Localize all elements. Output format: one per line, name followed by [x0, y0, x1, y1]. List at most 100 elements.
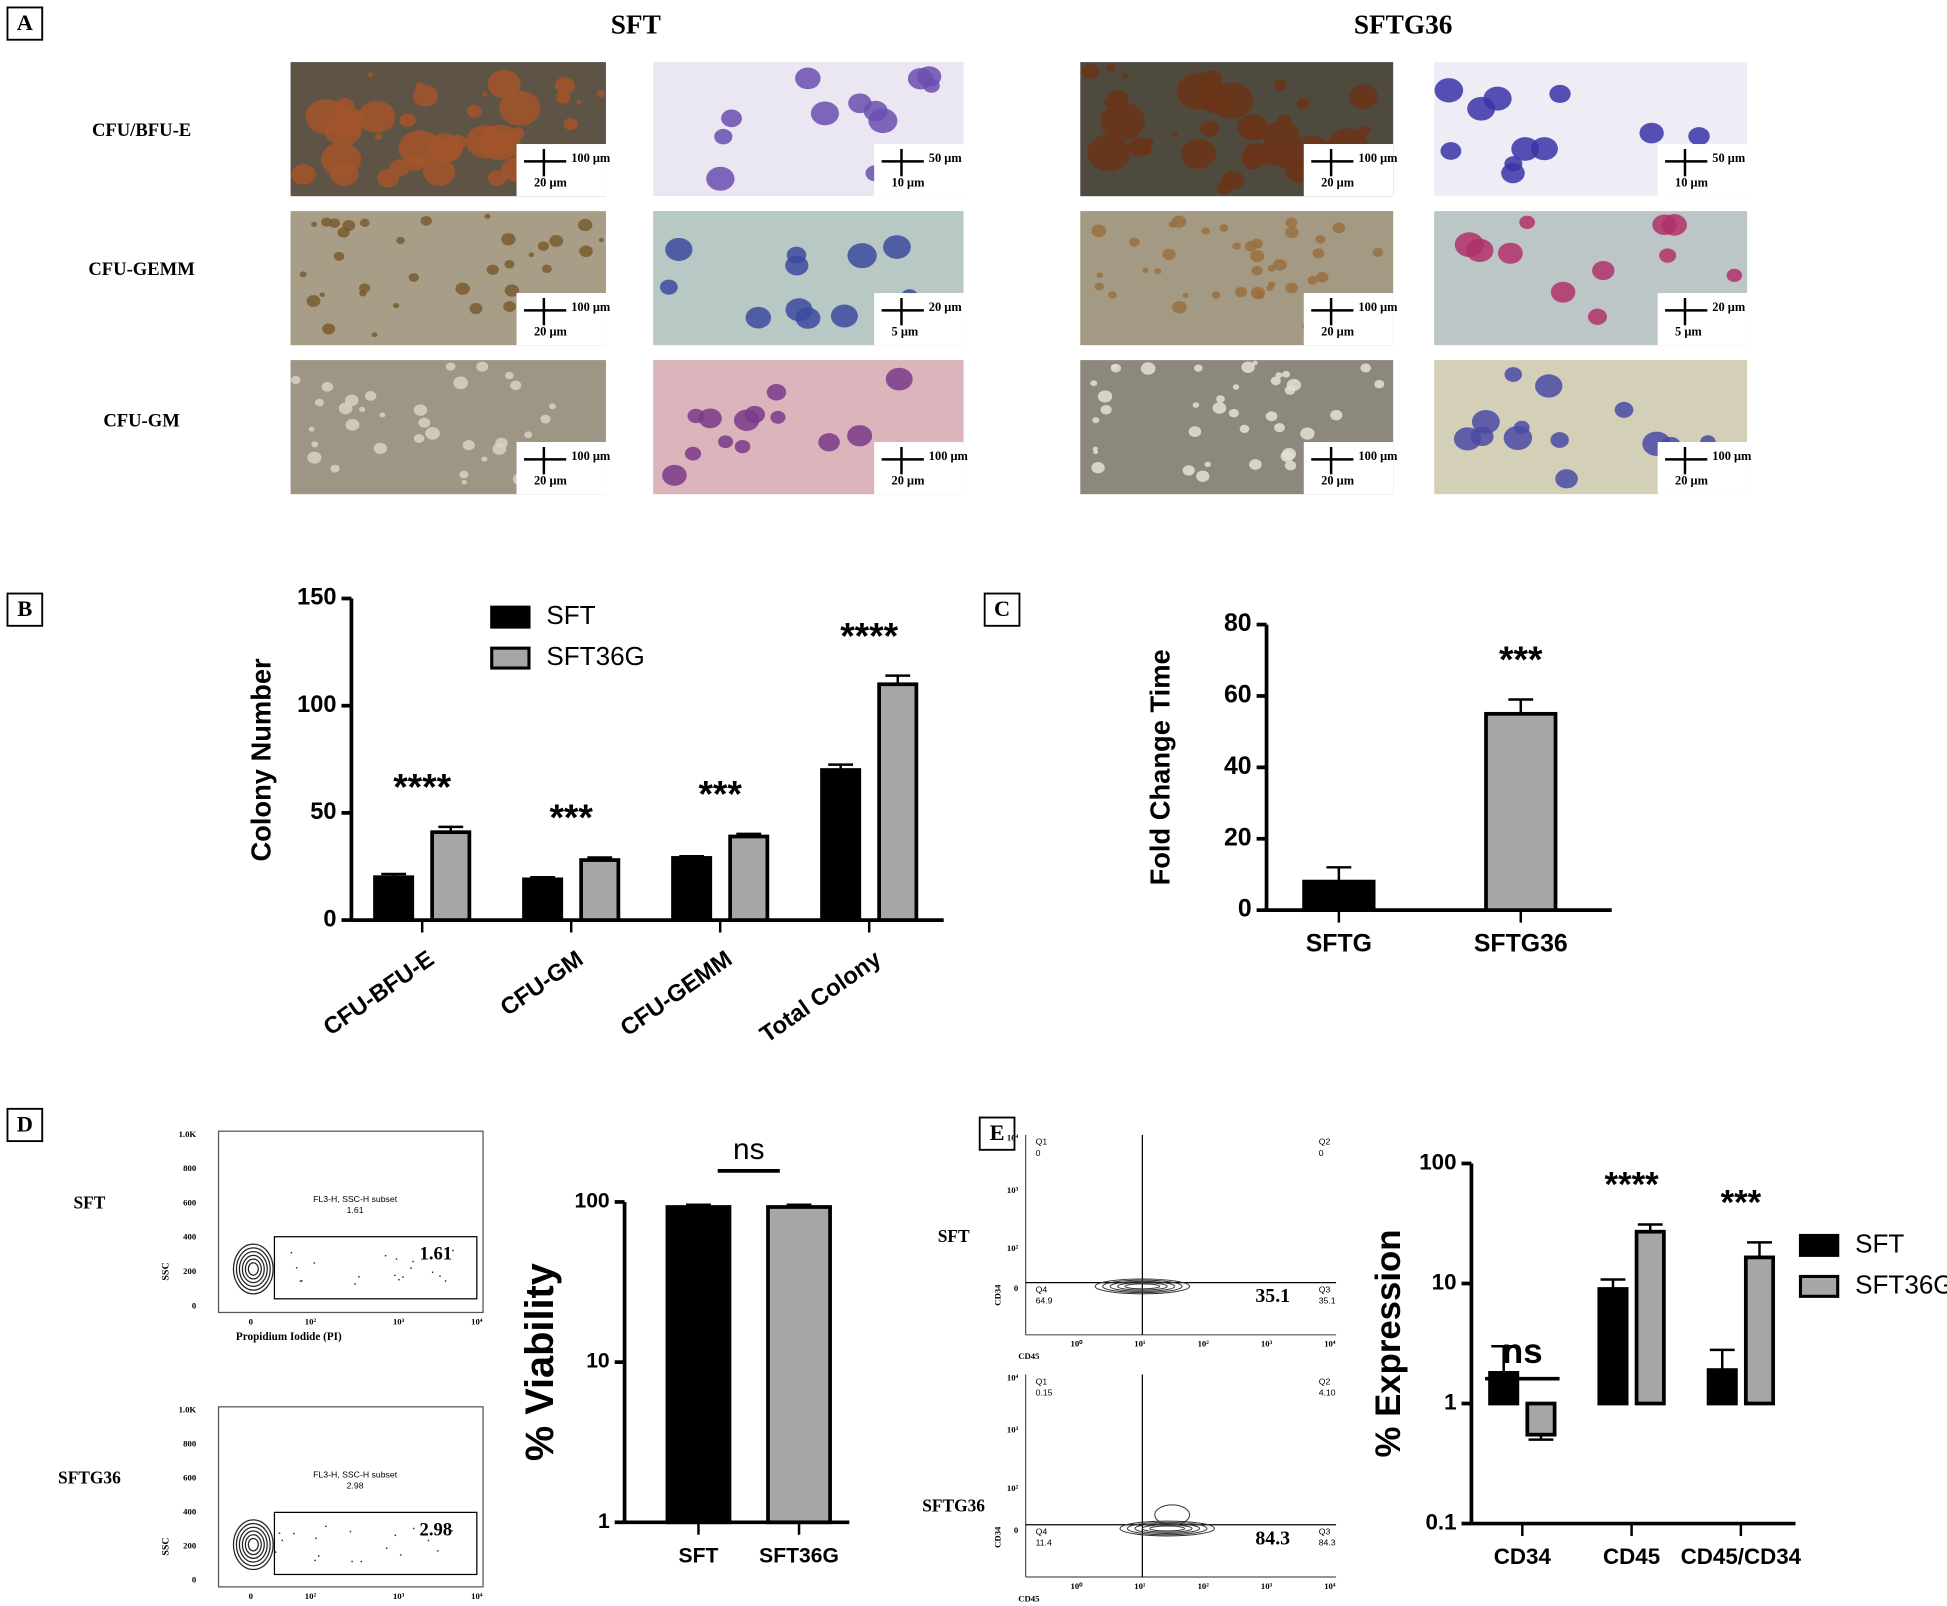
cell	[1258, 139, 1290, 166]
event	[431, 1271, 434, 1274]
contour	[1149, 1525, 1186, 1532]
cell	[1092, 446, 1098, 451]
quadrant-name: Q4	[1036, 1284, 1048, 1294]
y-tick-label: 80	[1224, 610, 1252, 637]
quadrant-name: Q3	[1319, 1284, 1331, 1294]
scale-label: 50 μm	[1712, 151, 1746, 165]
flow-y-tick: 10³	[1007, 1185, 1019, 1195]
quadrant-name: Q1	[1036, 1376, 1048, 1386]
contour	[1126, 1521, 1208, 1536]
significance: ***	[1499, 638, 1543, 680]
cell	[392, 302, 400, 309]
cell	[1300, 427, 1315, 440]
cell	[1199, 120, 1219, 137]
scale-box	[516, 144, 606, 197]
flow-y-tick: 10²	[1007, 1243, 1019, 1253]
scale-label: 20 μm	[1321, 474, 1355, 488]
cell	[1440, 142, 1462, 160]
cell	[883, 235, 911, 259]
cell	[1176, 72, 1221, 110]
cell	[1501, 163, 1525, 184]
cell	[418, 417, 431, 428]
cell	[1232, 384, 1240, 390]
cell	[445, 362, 456, 371]
panel-label-box	[983, 592, 1021, 627]
scale-label: 20 μm	[534, 325, 568, 339]
contour	[241, 1530, 265, 1559]
cell	[1535, 374, 1563, 398]
cell	[1090, 380, 1098, 387]
bar	[430, 830, 472, 922]
scale-label: 5 μm	[892, 325, 919, 339]
cell	[333, 251, 345, 261]
cell	[1212, 402, 1227, 414]
panel-label-box	[6, 592, 44, 627]
cell	[1216, 395, 1225, 403]
contour	[1109, 1280, 1176, 1292]
cell	[785, 255, 809, 276]
y-axis-label: Colony Number	[245, 658, 276, 862]
legend-swatch	[1798, 1233, 1840, 1257]
bar	[373, 875, 415, 922]
scale-label: 20 μm	[1321, 176, 1355, 190]
bar	[1743, 1255, 1776, 1406]
quadrant-value: 0.15	[1036, 1387, 1053, 1397]
cell	[1273, 79, 1287, 91]
cell	[1196, 470, 1210, 482]
scale-box	[1657, 144, 1748, 197]
contour	[1119, 1520, 1215, 1537]
event	[290, 1251, 293, 1254]
cell	[1250, 250, 1265, 263]
cell	[510, 380, 522, 391]
bar	[820, 768, 862, 922]
cell	[733, 409, 760, 431]
flow-x-tick: 10²	[305, 1316, 317, 1326]
cell	[1100, 405, 1112, 415]
flow-frame	[217, 1130, 484, 1314]
flow-x-tick: 10⁰	[1070, 1339, 1083, 1349]
cell	[1219, 224, 1229, 232]
cell	[734, 439, 751, 454]
y-tick-label: 60	[1224, 682, 1252, 709]
contour	[1102, 1279, 1183, 1294]
y-tick-label: 50	[310, 798, 336, 824]
legend-swatch	[1798, 1274, 1840, 1298]
contour	[1134, 1523, 1200, 1534]
event	[274, 1551, 277, 1553]
contour	[247, 1262, 259, 1276]
bar	[1597, 1287, 1629, 1406]
cell	[1285, 282, 1299, 294]
cell	[537, 241, 550, 251]
cell	[540, 414, 551, 424]
cell	[1106, 63, 1116, 72]
cell	[482, 92, 488, 97]
contour	[244, 1534, 262, 1556]
bar	[671, 856, 713, 922]
cell	[1221, 170, 1245, 190]
scale-label: 20 μm	[1675, 474, 1709, 488]
cell	[1154, 268, 1162, 275]
event	[427, 1539, 430, 1542]
cell	[1614, 401, 1634, 418]
cell	[314, 398, 324, 407]
quadrant-value: 64.9	[1036, 1296, 1053, 1306]
scale-label: 100 μm	[1358, 300, 1398, 314]
scale-label: 5 μm	[1675, 325, 1702, 339]
cell	[1239, 424, 1250, 434]
scale-label: 20 μm	[534, 474, 568, 488]
flow-y-tick: 10²	[1007, 1483, 1019, 1493]
x-tick-label: SFT	[679, 1545, 719, 1568]
event	[398, 1278, 400, 1281]
event	[384, 1254, 387, 1257]
scale-label: 10 μm	[1675, 176, 1709, 190]
cell	[810, 101, 840, 126]
cell	[462, 440, 475, 451]
cell	[328, 218, 341, 228]
cell	[1511, 137, 1540, 161]
cell	[549, 234, 564, 247]
panel-label: C	[994, 596, 1010, 621]
x-tick-label: SFTG	[1306, 930, 1372, 957]
cell	[311, 441, 319, 448]
cell	[524, 431, 533, 439]
cell	[425, 427, 440, 440]
